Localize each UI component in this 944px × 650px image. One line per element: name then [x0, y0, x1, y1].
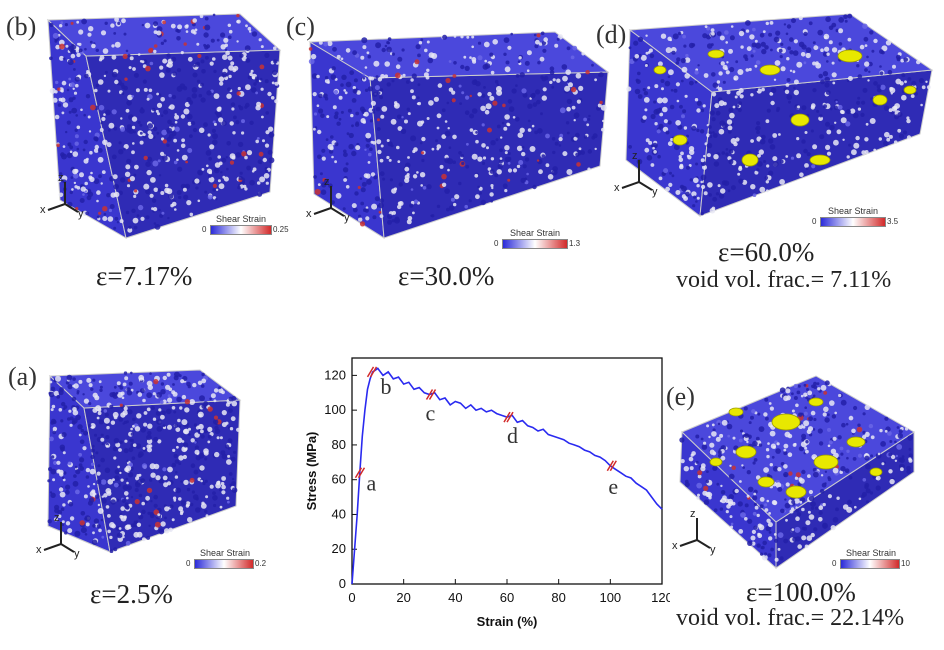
legend-min: 0 [202, 225, 207, 234]
x-tick-label-5: 100 [599, 590, 621, 605]
triad-y-label: y [344, 212, 350, 224]
marker-e [606, 460, 614, 472]
marker-c-b [428, 389, 437, 400]
stress-strain-chart: 0 20 40 60 80 100 120 0 20 40 60 80 100 120 Strain (%)… [304, 357, 670, 629]
annotation-d: d [507, 423, 518, 448]
legend-min: 0 [494, 239, 499, 248]
legend-min: 0 [186, 559, 191, 568]
x-axis-label: Strain (%) [477, 614, 538, 629]
axis-triad-c: z x y [306, 176, 356, 226]
triad-z-label: z [58, 172, 64, 184]
panel-label-b: (b) [6, 12, 37, 41]
stress-strain-curve [351, 367, 663, 585]
annotation-e: e [608, 474, 618, 499]
legend-colorbar [210, 225, 272, 235]
legend-max: 0.2 [255, 559, 267, 568]
triad-y-label: y [652, 186, 658, 198]
legend-title: Shear Strain [510, 228, 561, 238]
marker-e-b [609, 460, 617, 472]
axis-triad-a: z x y [36, 512, 86, 562]
plot-frame [351, 357, 663, 585]
y-axis-label: Stress (MPa) [304, 432, 319, 511]
simulation-block-d [625, 13, 934, 217]
triad-x-label: x [672, 540, 678, 552]
triad-x-label: x [614, 182, 620, 194]
triad-z-label: z [54, 512, 60, 524]
marker-a-b [357, 467, 366, 479]
triad-y-label: y [74, 548, 80, 560]
y-tick-label-4: 80 [332, 437, 346, 452]
annotation-b: b [381, 374, 392, 399]
axis-triad-e: z x y [672, 508, 722, 558]
simulation-block-c [308, 31, 610, 239]
legend-max: 3.5 [887, 217, 899, 226]
panel-label-d: (d) [596, 20, 627, 49]
axis-triad-b: z x y [40, 172, 90, 222]
annotation-c: c [426, 401, 436, 426]
x-tick-label-0: 0 [348, 590, 355, 605]
colorbar-legend-b: Shear Strain 0 0.25 [202, 214, 292, 240]
legend-min: 0 [812, 217, 817, 226]
legend-colorbar [194, 559, 254, 569]
y-tick-label-3: 60 [332, 472, 346, 487]
marker-c [425, 389, 434, 400]
x-tick-label-4: 80 [551, 590, 565, 605]
y-tick-label-5: 100 [324, 402, 346, 417]
legend-max: 10 [901, 559, 910, 568]
panel-label-a: (a) [8, 362, 37, 391]
x-tick-label-6: 120 [651, 590, 670, 605]
caption-c: ε=30.0% [398, 261, 495, 291]
caption-a: ε=2.5% [90, 579, 173, 609]
triad-y-label: y [710, 544, 716, 556]
triad-z-label: z [324, 176, 330, 188]
colorbar-legend-d: Shear Strain 0 3.5 [812, 206, 906, 232]
panel-label-c: (c) [286, 12, 315, 41]
x-tick-label-2: 40 [448, 590, 462, 605]
triad-z-label: z [690, 508, 696, 520]
marker-d [503, 411, 511, 423]
y-tick-label-0: 0 [339, 576, 346, 591]
caption-d-void: void vol. frac.= 7.11% [676, 267, 892, 293]
colorbar-legend-e: Shear Strain 0 10 [832, 548, 922, 574]
legend-title: Shear Strain [216, 214, 267, 224]
legend-colorbar [502, 239, 568, 249]
x-tick-label-1: 20 [396, 590, 410, 605]
caption-b: ε=7.17% [96, 261, 193, 291]
marker-a [354, 467, 363, 479]
simulation-block-a [47, 369, 242, 553]
caption-e: ε=100.0% [746, 577, 856, 607]
y-tick-label-6: 120 [324, 367, 346, 382]
triad-y-label: y [78, 208, 84, 220]
legend-colorbar [820, 217, 886, 227]
annotation-a: a [366, 471, 376, 496]
colorbar-legend-c: Shear Strain 0 1.3 [494, 228, 588, 254]
triad-x-label: x [306, 208, 312, 220]
simulation-block-b [46, 13, 282, 239]
legend-max: 1.3 [569, 239, 581, 248]
legend-colorbar [840, 559, 900, 569]
axis-triad-d: z x y [614, 150, 664, 200]
legend-title: Shear Strain [846, 548, 897, 558]
triad-x-label: x [40, 204, 46, 216]
caption-e-void: void vol. frac.= 22.14% [676, 605, 905, 631]
y-tick-label-1: 20 [332, 541, 346, 556]
legend-title: Shear Strain [200, 548, 251, 558]
caption-d: ε=60.0% [718, 237, 815, 267]
legend-min: 0 [832, 559, 837, 568]
marker-d-b [506, 411, 514, 423]
legend-title: Shear Strain [828, 206, 879, 216]
marker-b-b [369, 366, 378, 378]
marker-b [366, 366, 375, 378]
x-tick-label-3: 60 [500, 590, 514, 605]
legend-max: 0.25 [273, 225, 289, 234]
y-tick-label-2: 40 [332, 506, 346, 521]
triad-x-label: x [36, 544, 42, 556]
triad-z-label: z [632, 150, 638, 162]
colorbar-legend-a: Shear Strain 0 0.2 [186, 548, 276, 574]
simulation-block-e [679, 375, 915, 570]
panel-label-e: (e) [666, 382, 695, 411]
